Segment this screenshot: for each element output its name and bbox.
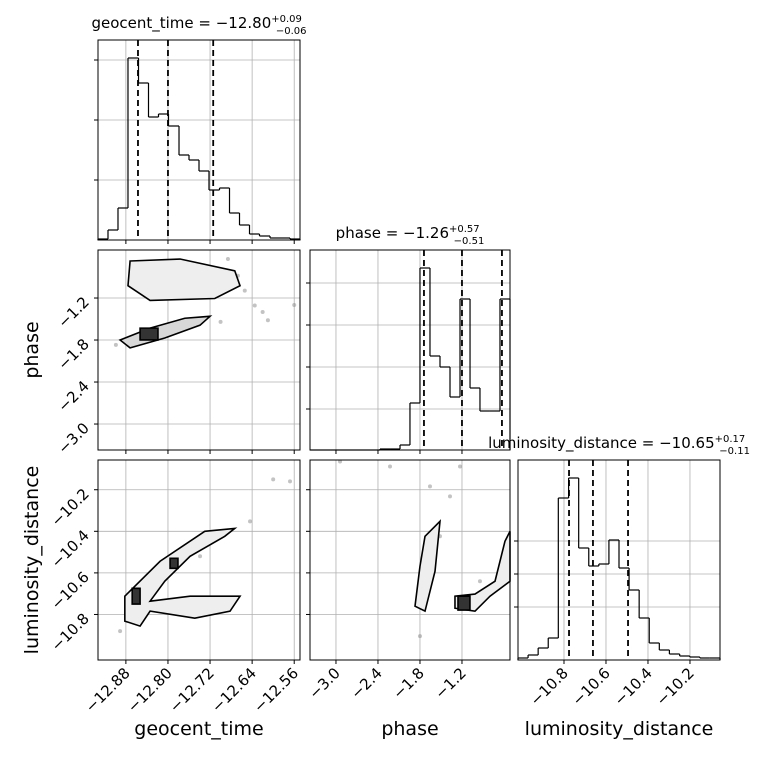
contour [124,527,242,628]
y-tick-label: −2.4 [54,377,92,415]
x-axis-label: geocent_time [134,718,263,740]
sample-point [271,477,276,482]
sample-point [388,464,393,469]
sample-point [260,310,265,315]
sample-point [113,342,118,347]
title-minus: −0.51 [454,236,485,247]
x-tick-label: −2.4 [347,664,385,702]
y-axis-label: luminosity_distance [21,466,43,655]
sample-point [225,257,230,262]
y-tick-label: −1.8 [54,335,92,373]
contour [127,258,242,302]
sample-point [242,288,247,293]
panel-title: geocent_time = −12.80+0.09 −0.06 [91,14,306,37]
sample-point [427,484,432,489]
sample-point [118,629,123,634]
y-tick-label: −10.2 [48,485,93,530]
x-tick-label: −10.2 [653,664,698,709]
panel-frame [517,459,721,661]
contour [131,587,141,605]
sample-point [292,303,297,308]
sample-point [252,303,257,308]
sample-point [288,479,293,484]
x-tick-label: −12.88 [82,664,134,716]
sample-point [265,318,270,323]
contour [169,557,179,570]
title-plus: +0.09 [271,14,302,25]
panel-frame [309,459,511,661]
sample-point [448,494,453,499]
x-tick-label: −1.2 [431,664,469,702]
x-tick-label: −12.56 [250,664,302,716]
title-main: geocent_time = −12.80 [91,14,271,33]
title-minus: −0.06 [276,26,307,37]
x-tick-label: −1.8 [389,664,427,702]
sample-point [477,579,482,584]
y-tick-label: −10.8 [48,610,93,655]
title-plus: +0.57 [449,224,480,235]
panel-title: phase = −1.26+0.57 −0.51 [336,224,485,247]
x-tick-label: −10.8 [527,664,572,709]
sample-point [218,319,223,324]
sample-point [198,554,203,559]
x-tick-label: −10.6 [569,664,614,709]
x-tick-label: −12.72 [166,664,218,716]
title-main: luminosity_distance = −10.65 [488,434,715,453]
x-axis-label: luminosity_distance [525,718,714,740]
y-axis-label: phase [21,321,43,378]
panel-frame [97,459,301,661]
title-plus: +0.17 [715,434,746,445]
y-tick-label: −10.6 [48,568,93,613]
x-tick-label: −10.4 [611,664,656,709]
contour [118,315,213,349]
sample-point [458,464,463,469]
x-tick-label: −3.0 [305,664,343,702]
contour [457,595,471,611]
y-tick-label: −1.2 [54,293,92,331]
x-tick-label: −12.80 [124,664,176,716]
contour [139,327,159,341]
x-axis-label: phase [381,718,438,740]
title-main: phase = −1.26 [336,224,449,242]
panel-title: luminosity_distance = −10.65+0.17 −0.11 [488,434,750,457]
panel-frame [97,39,301,241]
y-tick-label: −10.4 [48,526,93,571]
panel-frame [309,249,511,451]
title-minus: −0.11 [719,446,750,457]
y-tick-label: −3.0 [54,419,92,457]
sample-point [417,634,422,639]
x-tick-label: −12.64 [208,664,260,716]
panel-frame [97,249,301,451]
sample-point [248,519,253,524]
contour [414,519,442,613]
